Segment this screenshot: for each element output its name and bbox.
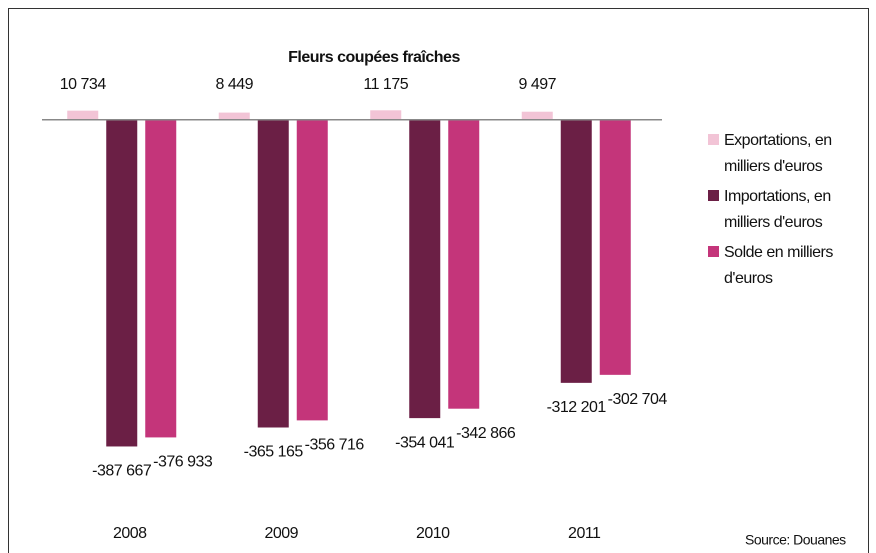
legend: Exportations, en milliers d'euros Importa…: [708, 128, 868, 296]
bar: [106, 119, 138, 447]
x-tick-label: 2009: [264, 525, 298, 542]
legend-entry: Importations, en milliers d'euros: [708, 184, 868, 236]
bar: [521, 111, 553, 120]
value-label: -342 866: [456, 425, 516, 442]
legend-label: Importations, en milliers d'euros: [724, 188, 831, 231]
value-label: 10 734: [60, 76, 107, 93]
x-tick-label: 2011: [568, 525, 601, 542]
bar: [296, 119, 328, 421]
legend-swatch: [708, 246, 719, 257]
legend-entry: Exportations, en milliers d'euros: [708, 128, 868, 180]
value-label: -356 716: [305, 437, 365, 454]
bar: [448, 119, 480, 409]
legend-label: Solde en milliers d'euros: [724, 244, 833, 287]
chart-title: Fleurs coupées fraîches: [288, 49, 460, 66]
bar: [218, 112, 250, 120]
value-label: -376 933: [153, 454, 213, 471]
x-tick-label: 2010: [416, 525, 450, 542]
value-label: -312 201: [547, 399, 607, 416]
bar: [599, 119, 631, 375]
value-label: -365 165: [244, 444, 304, 461]
x-tick-label: 2008: [113, 525, 147, 542]
value-label: 9 497: [518, 76, 556, 93]
legend-label: Exportations, en milliers d'euros: [724, 132, 832, 175]
bar: [257, 119, 289, 428]
legend-swatch: [708, 134, 719, 145]
frame: [8, 8, 869, 553]
legend-swatch: [708, 190, 719, 201]
value-label: -387 667: [92, 463, 152, 480]
value-label: 8 449: [215, 76, 253, 93]
bar: [370, 110, 402, 120]
value-label: 11 175: [363, 76, 408, 93]
bar: [560, 119, 592, 383]
value-label: -302 704: [608, 391, 668, 408]
bar: [67, 110, 99, 120]
bar: [145, 119, 177, 438]
source: Source: Douanes: [745, 532, 846, 548]
bar: [409, 119, 441, 419]
value-label: -354 041: [395, 434, 455, 451]
legend-entry: Solde en milliers d'euros: [708, 240, 868, 292]
